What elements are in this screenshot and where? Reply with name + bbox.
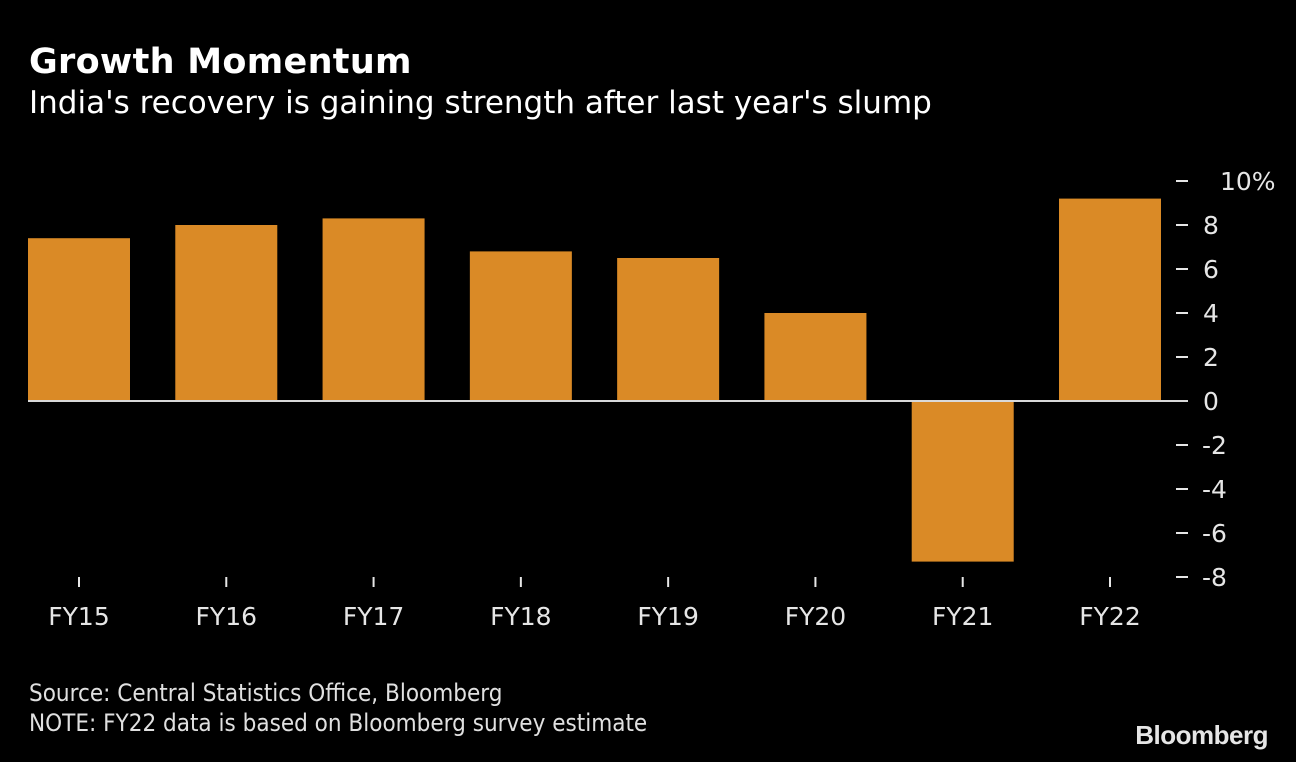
y-tick-label: -6: [1202, 519, 1227, 548]
chart-subtitle: India's recovery is gaining strength aft…: [29, 85, 932, 121]
footnote: NOTE: FY22 data is based on Bloomberg su…: [29, 709, 648, 737]
bars-group: [28, 198, 1161, 562]
bar-fy15: [28, 238, 130, 401]
bar-fy21: [911, 401, 1014, 562]
bar-fy16: [175, 225, 278, 401]
bar-fy20: [764, 313, 867, 401]
bar-fy19: [617, 258, 720, 401]
bloomberg-logo: Bloomberg: [1135, 720, 1268, 750]
y-tick-label: -2: [1202, 431, 1227, 460]
x-tick-label: FY19: [637, 602, 698, 631]
x-tick-label: FY21: [932, 602, 993, 631]
y-tick-label: 8: [1203, 211, 1219, 240]
x-tick-label: FY17: [343, 602, 404, 631]
source-note: Source: Central Statistics Office, Bloom…: [29, 679, 503, 707]
y-tick-label: 10%: [1220, 167, 1276, 196]
bar-fy17: [322, 218, 425, 401]
x-tick-label: FY20: [785, 602, 846, 631]
y-tick-label: -4: [1202, 475, 1227, 504]
y-tick-label: 2: [1203, 343, 1219, 372]
bar-fy22: [1059, 198, 1161, 401]
x-tick-label: FY18: [490, 602, 551, 631]
y-axis: 10%8 6 4 2 0 -2 -4 -6 -8: [1176, 167, 1276, 592]
x-tick-label: FY15: [48, 602, 109, 631]
x-tick-label: FY22: [1079, 602, 1140, 631]
y-tick-label: 4: [1203, 299, 1219, 328]
chart-title: Growth Momentum: [29, 42, 412, 82]
y-tick-label: -8: [1202, 563, 1227, 592]
x-axis: FY15 FY16 FY17 FY18 FY19 FY20 FY21 FY22: [48, 577, 1141, 631]
x-tick-label: FY16: [196, 602, 257, 631]
bar-fy18: [469, 251, 572, 401]
y-tick-label: 6: [1203, 255, 1219, 284]
y-tick-label: 0: [1203, 387, 1219, 416]
